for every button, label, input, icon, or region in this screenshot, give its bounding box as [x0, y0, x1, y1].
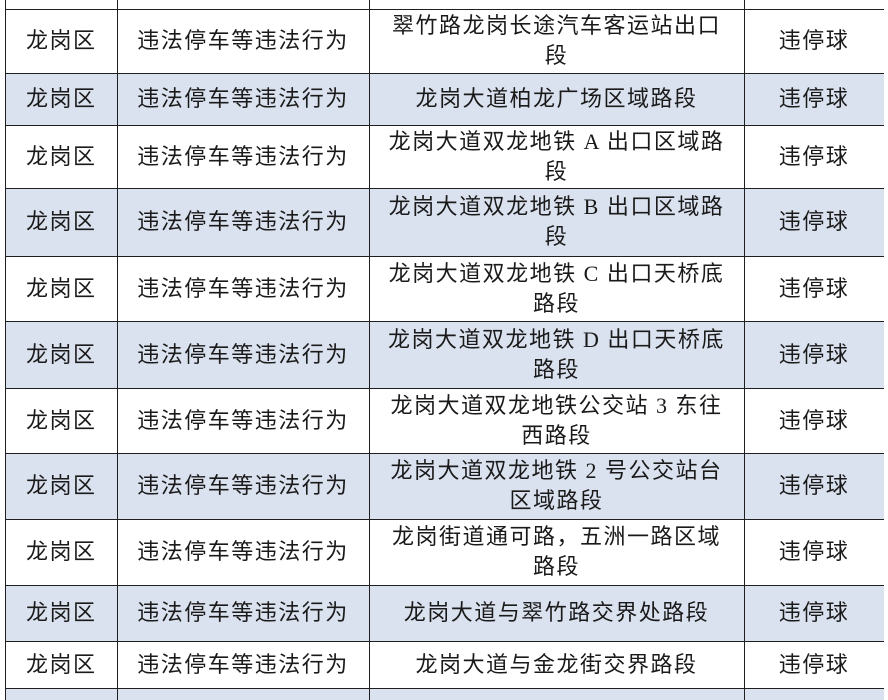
cell-device-type: 违停球: [778, 143, 850, 169]
cell-violation-type: 违法停车等违法行为: [118, 641, 370, 688]
cell-violation-type: 违法停车等违法行为: [118, 388, 370, 453]
cell-violation-type: [118, 688, 370, 700]
cell-device-type: 违停球: [778, 28, 850, 53]
table-row-partial-top: [5, 0, 884, 9]
cell-location: [370, 0, 745, 9]
table-row: 龙岗区 违法停车等违法行为 龙岗大道与金龙街交界路段 违停球: [5, 640, 884, 688]
table-row: 龙岗区 违法停车等违法行为 龙岗大道双龙地铁 2 号公交站台区域路段 违停球: [5, 452, 884, 519]
cell-device-type: 违停球: [778, 651, 850, 677]
cell-violation-type: 违法停车等违法行为: [118, 585, 370, 641]
cell-location: 龙岗街道通可路，五洲一路区域路段: [370, 519, 745, 585]
cell-device-type: 违停球: [778, 600, 850, 625]
cell-district: 龙岗区: [6, 125, 118, 188]
cell-device-type: 违停球: [778, 539, 850, 564]
table-row: 龙岗区 违法停车等违法行为 龙岗大道双龙地铁 A 出口区域路段 违停球: [5, 124, 884, 188]
table-row: 龙岗区 违法停车等违法行为 龙岗大道双龙地铁公交站 3 东往西路段 违停球: [5, 387, 884, 453]
cell-district: 龙岗区: [6, 453, 118, 519]
cell-location: 龙岗大道与翠竹路交界处路段: [370, 585, 745, 641]
cell-location: 龙岗大道柏龙广场区域路段: [370, 73, 745, 125]
cell-district: [6, 0, 118, 9]
cell-location: 龙岗大道双龙地铁 B 出口区域路段: [370, 188, 745, 256]
cell-district: 龙岗区: [6, 188, 118, 256]
cell-location: [370, 688, 745, 700]
cell-location: 龙岗大道双龙地铁 2 号公交站台区域路段: [370, 453, 745, 519]
cell-violation-type: 违法停车等违法行为: [118, 256, 370, 321]
cell-location: 龙岗大道双龙地铁 D 出口天桥底路段: [370, 321, 745, 388]
cell-violation-type: 违法停车等违法行为: [118, 188, 370, 256]
cell-device-type: 违停球: [778, 275, 850, 301]
cell-device-type: 违停球: [778, 407, 850, 433]
cell-device-type: 违停球: [778, 341, 850, 367]
cell-location: 龙岗大道双龙地铁 C 出口天桥底路段: [370, 256, 745, 321]
cell-violation-type: 违法停车等违法行为: [118, 73, 370, 125]
cell-violation-type: 违法停车等违法行为: [118, 519, 370, 585]
table-row: 龙岗区 违法停车等违法行为 龙岗大道双龙地铁 C 出口天桥底路段 违停球: [5, 255, 884, 321]
cell-district: 龙岗区: [6, 585, 118, 641]
table-row: 龙岗区 违法停车等违法行为 龙岗大道与翠竹路交界处路段 违停球: [5, 584, 884, 641]
cell-location: 翠竹路龙岗长途汽车客运站出口段: [370, 9, 745, 73]
cell-violation-type: 违法停车等违法行为: [118, 125, 370, 188]
cell-violation-type: 违法停车等违法行为: [118, 9, 370, 73]
table-row: 龙岗区 违法停车等违法行为 龙岗大道柏龙广场区域路段 违停球: [5, 72, 884, 125]
cell-district: 龙岗区: [6, 73, 118, 125]
cell-district: 龙岗区: [6, 9, 118, 73]
cell-violation-type: 违法停车等违法行为: [118, 453, 370, 519]
violation-location-table: 龙岗区 违法停车等违法行为 翠竹路龙岗长途汽车客运站出口段 违停球 龙岗区 违法…: [5, 0, 884, 700]
table-row: 龙岗区 违法停车等违法行为 龙岗大道双龙地铁 D 出口天桥底路段 违停球: [5, 320, 884, 388]
cell-district: 龙岗区: [6, 641, 118, 688]
cell-location: 龙岗大道与金龙街交界路段: [370, 641, 745, 688]
cell-device-type: 违停球: [778, 209, 850, 234]
cell-violation-type: 违法停车等违法行为: [118, 321, 370, 388]
table-body: 龙岗区 违法停车等违法行为 翠竹路龙岗长途汽车客运站出口段 违停球 龙岗区 违法…: [5, 8, 884, 688]
table-row: 龙岗区 违法停车等违法行为 龙岗街道通可路，五洲一路区域路段 违停球: [5, 518, 884, 585]
cell-district: [6, 688, 118, 700]
cell-device-type: 违停球: [778, 473, 850, 498]
cell-violation-type: [118, 0, 370, 9]
cell-device-type: 违停球: [778, 86, 850, 111]
table-row: 龙岗区 违法停车等违法行为 翠竹路龙岗长途汽车客运站出口段 违停球: [5, 8, 884, 73]
cell-district: 龙岗区: [6, 519, 118, 585]
cell-district: 龙岗区: [6, 321, 118, 388]
cell-device-type: [745, 689, 884, 700]
table-row: 龙岗区 违法停车等违法行为 龙岗大道双龙地铁 B 出口区域路段 违停球: [5, 187, 884, 256]
table-row-partial-bottom: [5, 687, 884, 700]
cell-location: 龙岗大道双龙地铁 A 出口区域路段: [370, 125, 745, 188]
cell-district: 龙岗区: [6, 388, 118, 453]
cell-device-type: [745, 0, 884, 9]
cell-location: 龙岗大道双龙地铁公交站 3 东往西路段: [370, 388, 745, 453]
cell-district: 龙岗区: [6, 256, 118, 321]
